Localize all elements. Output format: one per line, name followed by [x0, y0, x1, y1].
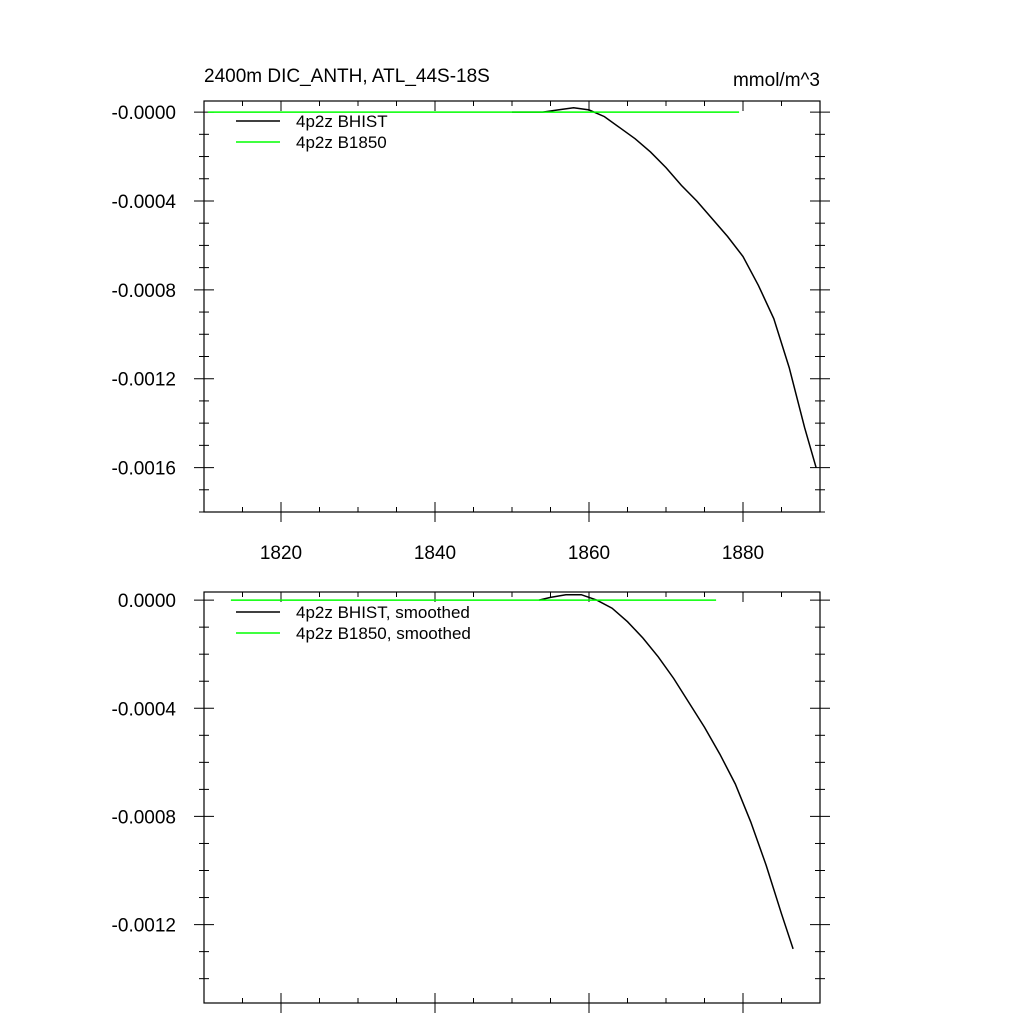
y-tick-label: -0.0000: [112, 103, 176, 124]
legend-label: 4p2z BHIST: [296, 112, 388, 131]
series-line-1: [538, 593, 794, 950]
y-tick-label: 0.0000: [118, 591, 176, 612]
x-tick-label: 1860: [568, 543, 610, 564]
x-tick-label: 1840: [414, 543, 456, 564]
y-tick-label: -0.0012: [112, 370, 176, 391]
units-label: mmol/m^3: [733, 70, 820, 91]
y-tick-label: -0.0008: [112, 807, 176, 828]
y-tick-label: -0.0004: [112, 192, 177, 213]
y-tick-label: -0.0008: [112, 281, 176, 302]
legend-label: 4p2z B1850: [296, 133, 387, 152]
chart-title: 2400m DIC_ANTH, ATL_44S-18S: [204, 66, 490, 87]
plot-frame: [203, 100, 821, 513]
legend-label: 4p2z B1850, smoothed: [296, 624, 471, 643]
y-tick-label: -0.0004: [112, 699, 177, 720]
top-plot-panel: 1820 1840 1860 1880 -0.0000 -0.0004 -0.0008 -0.…: [112, 100, 830, 564]
plot-frame: [203, 591, 821, 1004]
x-tick-label: 1820: [260, 543, 302, 564]
y-tick-label: -0.0012: [112, 916, 176, 937]
series-line-1: [512, 106, 817, 468]
x-tick-label: 1880: [722, 543, 764, 564]
legend-label: 4p2z BHIST, smoothed: [296, 603, 470, 622]
y-tick-label: -0.0016: [112, 459, 176, 480]
bottom-plot-panel: 0.0000 -0.0004 -0.0008 -0.0012 4p2z BHIST, s…: [112, 591, 830, 1013]
